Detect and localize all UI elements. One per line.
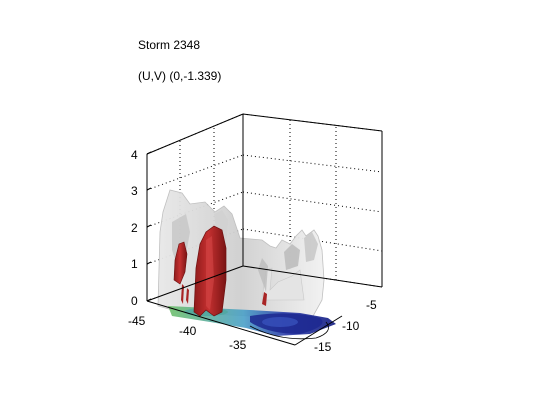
z-tick-label: 1	[131, 257, 138, 271]
chart-title: Storm 2348	[138, 38, 201, 52]
z-tick-label: 3	[131, 184, 138, 198]
x-tick-label: -35	[229, 338, 247, 352]
y-tick-label: -10	[342, 319, 360, 333]
z-tick-label: 0	[131, 294, 138, 308]
z-tick-marks	[146, 151, 152, 302]
z-tick-label: 4	[131, 148, 138, 162]
y-tick-label: -15	[314, 340, 332, 354]
y-tick-label: -5	[366, 298, 377, 312]
inner-isosurface	[173, 225, 267, 317]
x-tick-label: -45	[128, 314, 146, 328]
axis-lines	[146, 113, 383, 346]
chart-subtitle: (U,V) (0,-1.339)	[138, 69, 222, 83]
floor-outline	[249, 321, 329, 340]
z-tick-label: 2	[131, 221, 138, 235]
x-tick-label: -40	[179, 324, 197, 338]
